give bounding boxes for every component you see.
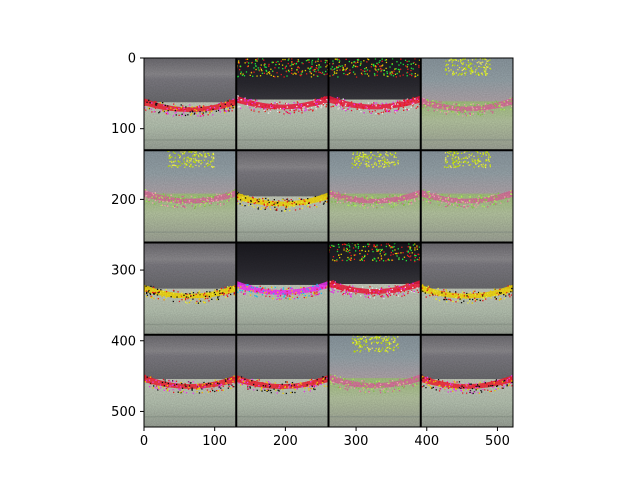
image-tile [236,242,330,335]
image-tile [420,58,513,151]
image-tile [420,334,513,427]
y-axis: 0 100 200 300 400 500 [111,52,144,420]
image-tile [328,58,422,151]
y-tick-label: 500 [111,405,136,420]
x-tick-label: 400 [414,434,439,449]
x-tick-label: 0 [140,434,148,449]
x-tick-label: 500 [485,434,510,449]
image-tile [144,334,237,427]
axes-frame [143,57,514,428]
y-tick-label: 300 [111,264,136,279]
x-tick-label: 100 [202,434,227,449]
y-tick-label: 100 [111,122,136,137]
image-grid [144,58,513,427]
y-tick-label: 200 [111,193,136,208]
y-tick-label: 400 [111,334,136,349]
y-tick-label: 0 [128,52,136,67]
image-tile [144,150,238,243]
x-tick-label: 300 [344,434,369,449]
image-tile [236,58,330,151]
image-tile [328,242,422,335]
image-tile [144,242,238,335]
image-tile [144,58,237,151]
image-tile [328,334,422,427]
image-tile [420,242,513,335]
image-tile [236,150,330,243]
x-tick-label: 200 [273,434,298,449]
image-tile [236,334,330,427]
image-tile [328,150,422,243]
image-tile [420,150,513,243]
x-axis: 0 100 200 300 400 500 [140,427,510,449]
